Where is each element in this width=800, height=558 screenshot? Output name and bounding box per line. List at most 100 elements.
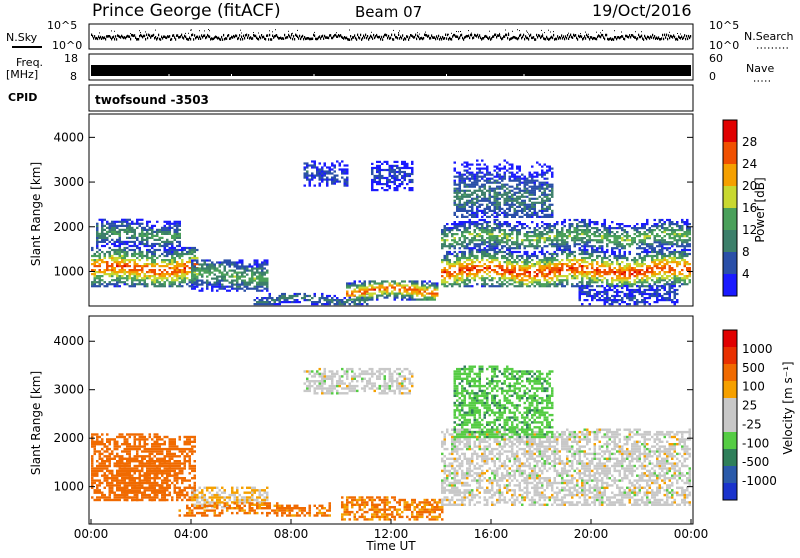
power-cell [596,248,599,252]
power-cell [583,250,586,254]
nsky-point [436,35,438,38]
nsky-point [655,37,657,40]
power-cell [621,271,624,274]
power-cell [626,281,629,284]
power-cell [273,301,276,304]
power-cell [471,269,474,272]
power-cell [303,292,306,296]
power-cell [668,279,671,282]
power-cell [413,292,416,295]
nsky-point [386,34,388,37]
nsky-point [380,38,382,41]
power-cell [653,241,656,244]
power-cell [483,243,486,246]
power-cell [496,205,499,208]
power-cell [571,267,574,270]
power-cell [511,165,514,168]
nsky-point [209,30,210,32]
power-cell [488,177,491,180]
power-cell [461,213,464,216]
power-cell [503,279,506,282]
power-cell [646,271,649,274]
power-cell [178,242,181,246]
power-cell [146,250,149,254]
power-cell [658,239,661,242]
power-cell [373,286,376,289]
power-cell [591,221,594,224]
power-cell [163,224,166,227]
power-cell [488,187,491,190]
power-cell [498,205,501,208]
nsky-point [191,29,192,31]
power-cell [598,241,601,244]
power-cell [431,282,434,285]
power-cell [121,267,124,270]
nsky-point [686,34,688,38]
power-cell [561,227,564,230]
power-cell [156,242,159,246]
power-cell [571,275,574,278]
power-cell [643,275,646,278]
power-cell [578,248,581,252]
power-cell [463,283,466,286]
nsky-point [614,36,616,39]
power-cell [111,275,114,278]
power-cell [523,283,526,286]
power-cell [546,245,549,248]
power-cell [483,213,486,216]
power-cell [616,245,619,248]
power-cell [483,221,486,224]
power-cell [491,235,494,238]
power-cell [313,301,316,304]
power-cell [608,259,611,262]
power-cell [113,244,116,248]
power-cell [476,283,479,286]
power-cell [98,256,101,260]
power-cell [396,160,399,163]
power-cell [113,240,116,243]
power-cell [563,248,566,252]
power-cell [183,246,186,250]
power-cell [138,279,141,282]
power-cell [628,239,631,242]
power-cell [498,201,501,204]
power-cell [613,243,616,246]
power-cell [506,161,509,164]
power-cell [671,252,674,256]
power-cell [241,279,244,282]
power-cell [518,273,521,276]
nsky-point [394,33,396,37]
power-cell [316,168,319,171]
power-cell [468,241,471,244]
power-cell [483,267,486,270]
power-cell [643,281,646,284]
power-cell [538,245,541,248]
power-cell [678,252,681,256]
power-cell [458,207,461,210]
power-cell [388,164,391,167]
power-cell [463,261,466,264]
power-cell [613,273,616,276]
nsky-point [588,35,590,39]
power-cell [271,299,274,302]
power-cell [478,233,481,236]
power-cell [346,184,349,187]
power-cell [666,229,669,232]
power-cell [656,239,659,242]
nsky-point [537,36,539,39]
nsky-point [496,36,498,39]
power-cell [668,256,671,260]
power-cell [663,271,666,274]
nsky-point [302,34,304,38]
power-cell [668,283,671,286]
power-cell [516,243,519,246]
power-cell [123,230,126,233]
power-cell [511,263,514,266]
power-cell [503,235,506,238]
power-cell [471,193,474,196]
nsky-tick-bottom: 10^0 [52,39,82,52]
power-cell [676,241,679,244]
nsky-point [584,35,586,38]
nsky-point [646,37,648,41]
power-cell [96,271,99,274]
